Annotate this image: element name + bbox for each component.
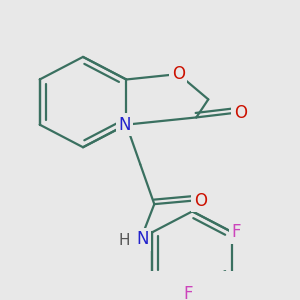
Text: O: O xyxy=(234,104,247,122)
Text: H: H xyxy=(119,233,130,248)
Text: N: N xyxy=(136,230,148,248)
Text: N: N xyxy=(118,116,130,134)
Text: O: O xyxy=(194,191,207,209)
Text: O: O xyxy=(172,65,185,83)
Text: F: F xyxy=(231,223,241,241)
Text: F: F xyxy=(184,286,193,300)
